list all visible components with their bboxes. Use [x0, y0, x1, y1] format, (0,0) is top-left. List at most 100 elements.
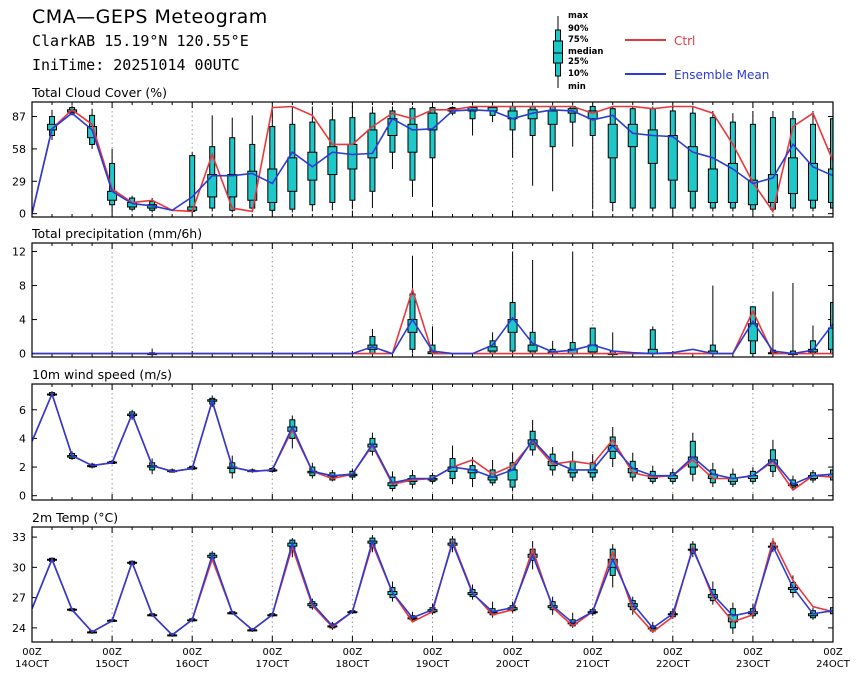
- legend-box-label: median: [568, 47, 603, 57]
- box-inner: [667, 134, 678, 181]
- box-outer: [851, 332, 856, 353]
- x-tick-label-date: 15OCT: [95, 659, 130, 670]
- y-tick-label: 0: [19, 490, 26, 503]
- box-outer: [589, 105, 596, 136]
- y-tick-label: 58: [12, 143, 26, 156]
- meteogram-title: CMA—GEPS Meteogram: [32, 6, 268, 28]
- x-tick-label-time: 00Z: [743, 647, 763, 658]
- panel-3: 10m wind speed (m/s) 0 2 4 6: [19, 367, 834, 503]
- box-outer: [629, 108, 636, 209]
- legend-mean-label: Ensemble Mean: [674, 68, 769, 82]
- legend-box-label: min: [568, 82, 586, 92]
- y-tick-label: 33: [12, 531, 26, 544]
- box-outer: [429, 107, 436, 159]
- box-inner: [849, 349, 858, 353]
- x-tick-label-time: 00Z: [423, 647, 443, 658]
- box-outer: [189, 155, 196, 212]
- box-inner: [828, 327, 833, 350]
- box-group: [32, 535, 833, 637]
- y-tick-label: 6: [19, 404, 26, 417]
- box-inner: [527, 344, 538, 352]
- y-tick-label: 4: [19, 432, 26, 445]
- x-tick-label-time: 00Z: [182, 647, 202, 658]
- x-tick-label-date: 16OCT: [175, 659, 210, 670]
- y-tick-label: 29: [12, 175, 26, 188]
- x-tick-label-time: 00Z: [22, 647, 42, 658]
- box-inner: [828, 168, 833, 203]
- y-tick-label: 0: [19, 348, 26, 361]
- legend-box-label: 10%: [568, 69, 589, 79]
- panel-4: 2m Temp (°C) 24 27 30 33: [12, 510, 834, 643]
- x-tick-label-date: 17OCT: [255, 659, 290, 670]
- y-tick-label: 8: [19, 280, 26, 293]
- box-inner: [487, 346, 498, 352]
- box-inner: [747, 179, 758, 206]
- x-tick-label-time: 00Z: [823, 647, 843, 658]
- panel-frame: [31, 101, 834, 218]
- x-tick-label-time: 00Z: [503, 647, 523, 658]
- legend-box-label: 25%: [568, 57, 589, 67]
- box-inner: [407, 123, 418, 153]
- legend-box-inner: [553, 40, 563, 64]
- x-tick-label-time: 00Z: [263, 647, 283, 658]
- y-tick-label: 0: [19, 208, 26, 221]
- y-tick-label: 2: [19, 461, 26, 474]
- box-inner: [207, 174, 218, 198]
- panel-2: Total precipitation (mm/6h) 0 4 8 12: [12, 226, 858, 361]
- ensemble-mean-series-line: [32, 538, 833, 636]
- legend-box-label: 75%: [568, 35, 589, 45]
- y-tick-label: 4: [19, 314, 26, 327]
- box-inner: [787, 157, 798, 195]
- x-tick-label-date: 21OCT: [576, 659, 611, 670]
- x-tick-label-date: 20OCT: [496, 659, 531, 670]
- ctrl-series-line: [32, 105, 833, 214]
- legend-box-label: 90%: [568, 24, 589, 34]
- box-inner: [767, 174, 778, 203]
- y-tick-label: 12: [12, 246, 26, 259]
- ensemble-mean-series-line: [32, 316, 833, 355]
- x-tick-label-time: 00Z: [102, 647, 122, 658]
- box-inner: [327, 146, 338, 176]
- box-inner: [547, 110, 558, 125]
- legend-ctrl-label: Ctrl: [674, 34, 695, 48]
- box-outer: [749, 123, 756, 210]
- x-tick-label-time: 00Z: [343, 647, 363, 658]
- box-inner: [747, 323, 758, 342]
- x-tick-label-date: 14OCT: [15, 659, 50, 670]
- x-tick-label-time: 00Z: [583, 647, 603, 658]
- location-label: ClarkAB 15.19°N 120.55°E: [32, 32, 249, 50]
- panel-frame: [31, 526, 834, 643]
- box-inner: [828, 473, 833, 478]
- panel-frame: [31, 383, 834, 501]
- x-tick-label-date: 18OCT: [336, 659, 371, 670]
- y-tick-label: 87: [12, 111, 26, 124]
- ensemble-mean-series-line: [32, 108, 833, 214]
- x-tick-label-time: 00Z: [663, 647, 683, 658]
- box-inner: [367, 129, 378, 159]
- box-inner: [707, 168, 718, 203]
- box-inner: [287, 157, 298, 192]
- legend-box-label: max: [568, 11, 589, 21]
- y-tick-label: 24: [12, 622, 26, 635]
- box-group: [32, 105, 833, 214]
- box-inner: [347, 143, 358, 170]
- box-inner: [227, 174, 238, 198]
- box-inner: [427, 112, 438, 131]
- x-tick-label-date: 19OCT: [416, 659, 451, 670]
- panel-title: 2m Temp (°C): [32, 510, 118, 525]
- y-tick-label: 30: [12, 561, 26, 574]
- panel-title: Total precipitation (mm/6h): [31, 226, 202, 241]
- box-outer: [709, 117, 716, 209]
- box-group: [32, 251, 858, 356]
- box-inner: [507, 319, 518, 333]
- panel-title: Total Cloud Cover (%): [31, 85, 167, 100]
- x-tick-label-date: 22OCT: [656, 659, 691, 670]
- box-inner: [607, 123, 618, 159]
- ensemble-mean-series-line: [32, 391, 833, 486]
- box-group: [32, 391, 833, 492]
- panel-1: Total Cloud Cover (%) 0 29 58 87: [12, 85, 834, 221]
- box-inner: [647, 129, 658, 164]
- init-time-label: IniTime: 20251014 00UTC: [32, 56, 240, 74]
